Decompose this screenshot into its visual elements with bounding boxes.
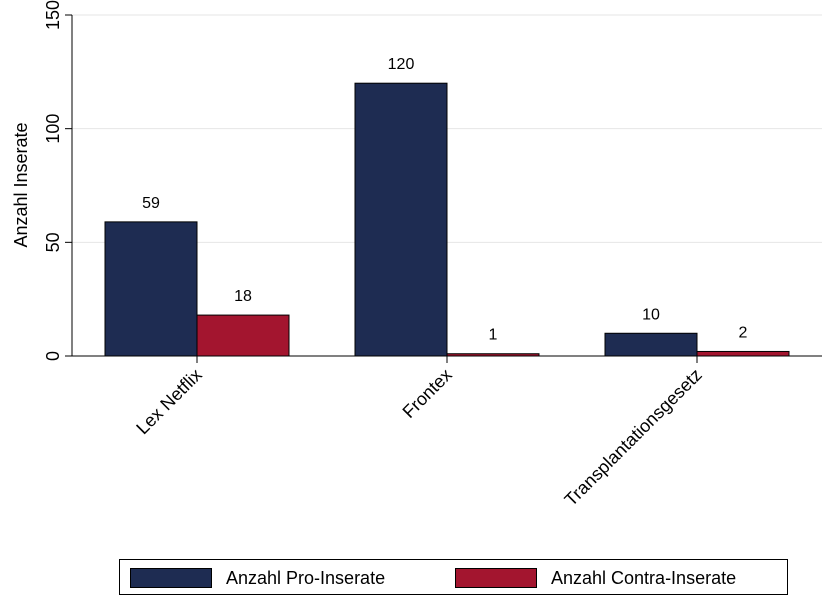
- axes: [65, 14, 822, 363]
- bar: [696, 350, 790, 357]
- data-label: 18: [234, 288, 252, 305]
- bar: [104, 221, 198, 357]
- data-label: 2: [739, 324, 748, 341]
- bar: [196, 314, 290, 357]
- data-label: 1: [489, 327, 498, 344]
- data-label: 120: [388, 56, 415, 73]
- y-tick-label: 50: [43, 232, 63, 252]
- data-label: 59: [142, 195, 160, 212]
- y-axis-title: Anzahl Inserate: [11, 122, 31, 247]
- legend-swatch-pro: [130, 568, 212, 588]
- category-label: Frontex: [399, 365, 456, 422]
- bar: [354, 82, 448, 357]
- category-label: Lex Netflix: [132, 365, 206, 439]
- category-label: Transplantationsgesetz: [561, 365, 706, 510]
- legend-swatch-contra: [455, 568, 537, 588]
- legend-label-pro: Anzahl Pro-Inserate: [226, 567, 386, 588]
- bars: [104, 82, 790, 357]
- bar: [604, 332, 698, 357]
- legend-item-contra: Anzahl Contra-Inserate: [455, 567, 736, 589]
- data-label: 10: [642, 306, 660, 323]
- legend-item-pro: Anzahl Pro-Inserate: [130, 567, 385, 589]
- legend: Anzahl Pro-Inserate Anzahl Contra-Insera…: [119, 559, 788, 595]
- legend-label-contra: Anzahl Contra-Inserate: [551, 567, 737, 588]
- y-tick-label: 0: [43, 351, 63, 361]
- y-tick-label: 100: [43, 114, 63, 144]
- y-tick-label: 150: [43, 0, 63, 30]
